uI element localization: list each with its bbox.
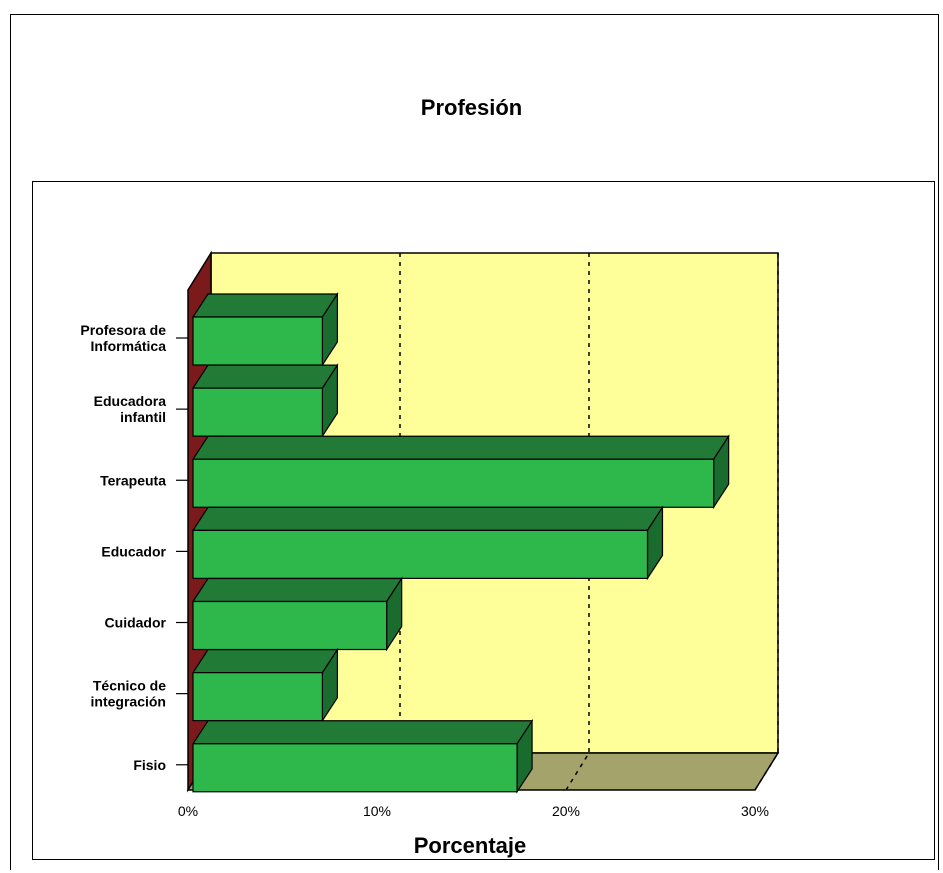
category-label-line: Informática — [91, 338, 167, 354]
category-label-line: Técnico de — [93, 678, 166, 694]
bar-top — [191, 720, 534, 745]
x-axis-title: Porcentaje — [414, 833, 527, 858]
bar-top — [191, 293, 339, 318]
category-label-line: Terapeuta — [100, 472, 166, 488]
x-tick-label: 0% — [178, 803, 198, 819]
bar-front — [192, 600, 388, 651]
category-label-line: Fisio — [133, 757, 166, 773]
category-label: Fisio — [133, 757, 166, 773]
bar-front — [192, 529, 649, 579]
bars — [191, 291, 730, 794]
category-label: Profesora de Informática — [80, 322, 166, 354]
gridline-floor — [754, 752, 779, 791]
category-labels: Profesora de Informática Educadora infantil… — [80, 322, 188, 773]
x-tick-label: 30% — [741, 803, 769, 819]
bar-top — [191, 577, 403, 603]
bar — [191, 434, 730, 510]
category-label: Técnico de integración — [91, 678, 167, 710]
bar-top — [191, 506, 664, 531]
category-label-line: Cuidador — [105, 615, 167, 631]
x-tick-labels: 0% 10% 20% 30% — [178, 803, 769, 819]
bar-front — [192, 458, 715, 508]
bar — [191, 718, 534, 794]
bar — [191, 291, 339, 368]
category-label-line: infantil — [120, 409, 166, 425]
bar-top — [191, 364, 339, 389]
bar — [191, 505, 664, 581]
bar-front — [192, 387, 324, 437]
x-tick-label: 20% — [552, 803, 580, 819]
category-label: Educadora infantil — [94, 393, 167, 425]
outer-frame — [10, 14, 939, 870]
category-label-line: integración — [91, 694, 166, 710]
category-label-line: Educadora — [94, 393, 167, 409]
bar-top — [191, 435, 730, 460]
category-label: Cuidador — [105, 615, 167, 631]
gridline-floor — [565, 752, 590, 791]
bar — [191, 576, 403, 652]
category-label: Terapeuta — [100, 472, 166, 488]
category-label: Educador — [101, 543, 166, 559]
plot-frame — [32, 181, 935, 860]
category-label-line: Profesora de — [80, 322, 166, 338]
category-label-line: Educador — [101, 543, 166, 559]
bar-front — [192, 743, 518, 793]
bar-top — [191, 649, 339, 674]
bar-front — [192, 316, 324, 366]
bar-front — [192, 672, 324, 722]
bar — [191, 647, 339, 723]
x-tick-label: 10% — [363, 803, 391, 819]
chart-title: Profesión — [420, 95, 523, 120]
bar — [191, 363, 339, 439]
